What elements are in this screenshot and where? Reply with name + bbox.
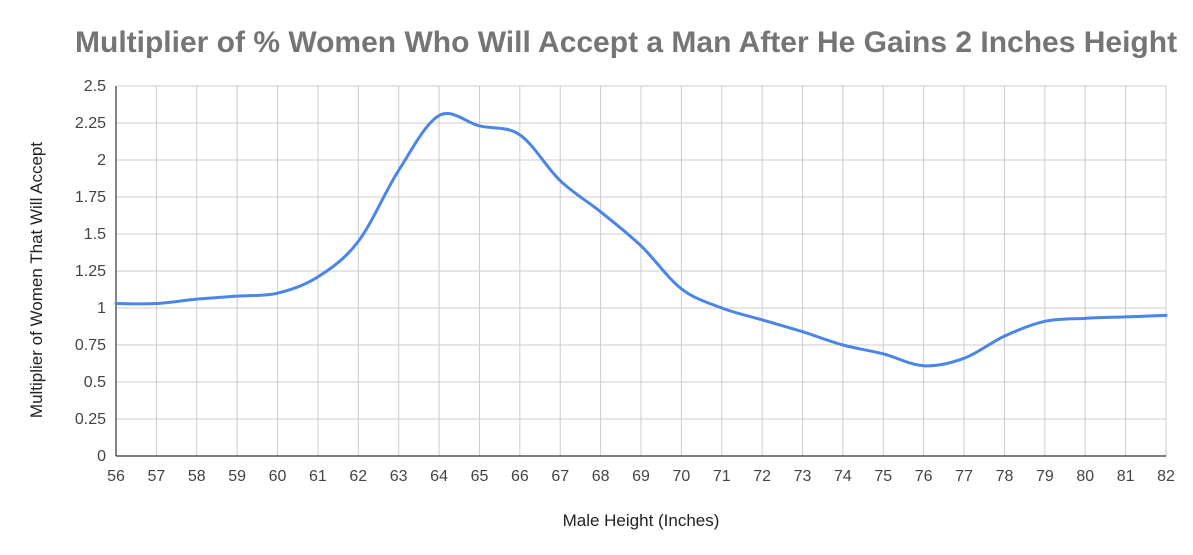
- x-tick-label: 58: [188, 468, 206, 485]
- x-tick-label: 60: [269, 468, 287, 485]
- x-tick-label: 78: [996, 468, 1014, 485]
- x-tick-label: 74: [834, 468, 852, 485]
- x-tick-label: 71: [713, 468, 731, 485]
- axes: [115, 86, 1166, 457]
- y-tick-label: 2.25: [75, 115, 106, 132]
- x-axis-ticks: 56 57 58 59 60 61 62 63 64 65 66 67 68 69 70 71 72 73 74 75…: [107, 468, 1175, 485]
- x-tick-label: 81: [1117, 468, 1135, 485]
- y-tick-label: 1.25: [75, 263, 106, 280]
- y-tick-label: 2.5: [84, 78, 106, 95]
- grid: [116, 85, 1167, 456]
- x-tick-label: 76: [915, 468, 933, 485]
- x-tick-label: 72: [753, 468, 771, 485]
- x-tick-label: 75: [874, 468, 892, 485]
- x-tick-label: 62: [349, 468, 367, 485]
- x-tick-label: 61: [309, 468, 327, 485]
- x-tick-label: 59: [228, 468, 246, 485]
- x-tick-label: 80: [1076, 468, 1094, 485]
- x-tick-label: 63: [390, 468, 408, 485]
- series-line: [114, 112, 1168, 368]
- y-tick-label: 1: [97, 300, 106, 317]
- x-tick-label: 57: [147, 468, 165, 485]
- x-tick-label: 64: [430, 468, 448, 485]
- y-tick-label: 0.75: [75, 337, 106, 354]
- x-tick-label: 73: [794, 468, 812, 485]
- x-tick-label: 69: [632, 468, 650, 485]
- y-tick-label: 0.25: [75, 411, 106, 428]
- x-tick-label: 79: [1036, 468, 1054, 485]
- y-axis-ticks: 0 0.25 0.5 0.75 1 1.25 1.5 1.75 2 2.25 2.5: [75, 78, 106, 465]
- x-tick-label: 56: [107, 468, 125, 485]
- x-tick-label: 65: [471, 468, 489, 485]
- y-tick-label: 0: [97, 448, 106, 465]
- y-tick-label: 1.5: [84, 226, 106, 243]
- x-tick-label: 66: [511, 468, 529, 485]
- x-tick-label: 68: [592, 468, 610, 485]
- chart-title: Multiplier of % Women Who Will Accept a …: [75, 26, 1177, 59]
- y-tick-label: 0.5: [84, 374, 106, 391]
- x-tick-label: 70: [672, 468, 690, 485]
- x-tick-label: 77: [955, 468, 973, 485]
- x-tick-label: 82: [1157, 468, 1175, 485]
- series-layer: [114, 112, 1168, 368]
- y-tick-label: 2: [97, 152, 106, 169]
- y-tick-label: 1.75: [75, 189, 106, 206]
- y-axis-title: Multiplier of Women That Will Accept: [27, 142, 46, 418]
- x-tick-label: 67: [551, 468, 569, 485]
- x-axis-title: Male Height (Inches): [563, 511, 720, 530]
